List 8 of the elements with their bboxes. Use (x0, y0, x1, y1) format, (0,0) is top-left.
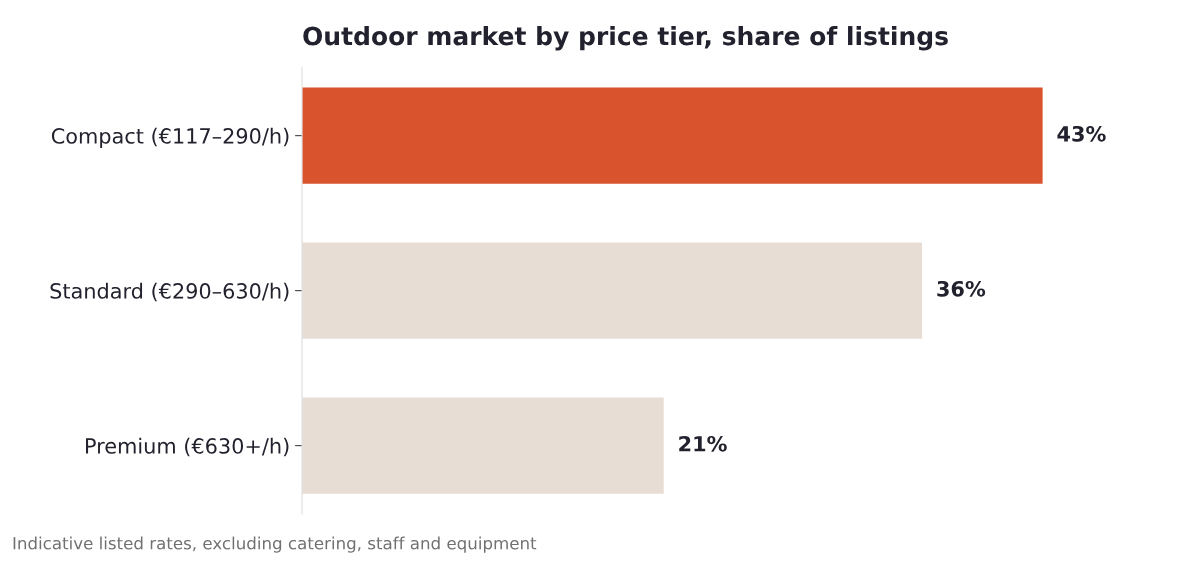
y-tick-label: Standard (€290–630/h) (50, 282, 289, 302)
data-label: 21% (679, 435, 727, 452)
text: Indicative listed rates, excluding catering, staff and equipment (13, 536, 537, 553)
y-tick-label: Compact (€117–290/h) (51, 127, 289, 148)
data-label: 43% (1057, 125, 1106, 142)
y-tick-label: Premium (€630+/h) (86, 437, 289, 457)
chart-title: Outdoor market by price tier, share of listings (303, 26, 948, 51)
data-label: 36% (937, 280, 986, 297)
